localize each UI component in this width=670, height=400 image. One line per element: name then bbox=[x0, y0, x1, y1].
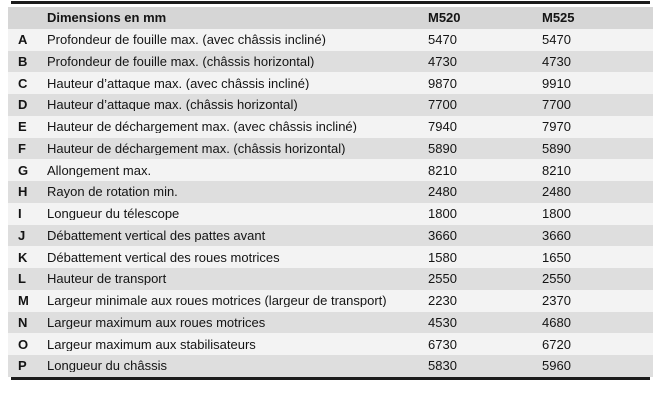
row-value-m520: 5890 bbox=[428, 141, 457, 155]
table-row: F Hauteur de déchargement max. (châssis h… bbox=[8, 137, 653, 160]
row-value-m520: 7940 bbox=[428, 120, 457, 134]
table-row: H Rayon de rotation min. 2480 2480 bbox=[8, 181, 653, 203]
row-value-m520: 1800 bbox=[428, 207, 457, 221]
table-row: O Largeur maximum aux stabilisateurs 6730 6… bbox=[8, 333, 653, 355]
table-row: J Débattement vertical des pattes avant 36… bbox=[8, 224, 653, 247]
row-label: Largeur maximum aux roues motrices bbox=[47, 315, 266, 329]
table-row: C Hauteur d’attaque max. (avec châssis in… bbox=[8, 72, 653, 94]
column-header-m520: M520 bbox=[428, 11, 461, 25]
row-letter: M bbox=[18, 294, 29, 308]
row-label: Hauteur d’attaque max. (châssis horizont… bbox=[47, 98, 298, 112]
row-value-m525: 4730 bbox=[542, 54, 571, 68]
table-row: I Longueur du télescope 1800 1800 bbox=[8, 202, 653, 225]
row-label: Hauteur de déchargement max. (avec châss… bbox=[47, 120, 357, 134]
row-label: Rayon de rotation min. bbox=[47, 185, 178, 199]
row-value-m525: 9910 bbox=[542, 76, 571, 90]
table-bottom-rule bbox=[11, 376, 650, 380]
row-value-m525: 2370 bbox=[542, 294, 571, 308]
row-letter: K bbox=[18, 250, 28, 264]
row-value-m525: 2480 bbox=[542, 185, 571, 199]
row-value-m520: 7700 bbox=[428, 98, 457, 112]
row-value-m520: 3660 bbox=[428, 228, 457, 242]
row-label: Débattement vertical des roues motrices bbox=[47, 250, 280, 264]
row-letter: G bbox=[18, 163, 29, 177]
row-label: Profondeur de fouille max. (châssis hori… bbox=[47, 54, 315, 68]
table-row: L Hauteur de transport 2550 2550 bbox=[8, 268, 653, 290]
row-letter: H bbox=[18, 185, 28, 199]
table-row: N Largeur maximum aux roues motrices 4530 4… bbox=[8, 311, 653, 334]
row-value-m525: 8210 bbox=[542, 163, 571, 177]
row-value-m520: 5470 bbox=[428, 33, 457, 47]
row-value-m525: 3660 bbox=[542, 228, 571, 242]
row-value-m520: 2230 bbox=[428, 294, 457, 308]
row-label: Hauteur de transport bbox=[47, 272, 167, 286]
row-letter: C bbox=[18, 76, 28, 90]
row-label: Profondeur de fouille max. (avec châssis… bbox=[47, 33, 326, 47]
row-label: Largeur maximum aux stabilisateurs bbox=[47, 337, 256, 351]
row-letter: O bbox=[18, 337, 29, 351]
row-letter: N bbox=[18, 315, 28, 329]
row-value-m520: 5830 bbox=[428, 359, 457, 373]
row-label: Longueur du châssis bbox=[47, 359, 167, 373]
table-row: M Largeur minimale aux roues motrices (la… bbox=[8, 289, 653, 312]
row-letter: A bbox=[18, 33, 28, 47]
row-label: Hauteur de déchargement max. (châssis ho… bbox=[47, 141, 346, 155]
row-letter: F bbox=[18, 141, 26, 155]
table-row: B Profondeur de fouille max. (châssis hor… bbox=[8, 50, 653, 73]
row-value-m525: 7970 bbox=[542, 120, 571, 134]
row-value-m520: 2480 bbox=[428, 185, 457, 199]
table-row: A Profondeur de fouille max. (avec châssi… bbox=[8, 28, 653, 51]
row-value-m525: 4680 bbox=[542, 315, 571, 329]
table-header-row: Dimensions en mm M520 M525 bbox=[8, 7, 653, 29]
row-value-m520: 9870 bbox=[428, 76, 457, 90]
row-letter: P bbox=[18, 359, 27, 373]
dimensions-table: Dimensions en mm M520 M525 A Profondeur d… bbox=[8, 0, 653, 380]
row-value-m520: 4530 bbox=[428, 315, 457, 329]
table-body: A Profondeur de fouille max. (avec châssi… bbox=[8, 28, 653, 377]
row-letter: D bbox=[18, 98, 28, 112]
row-label: Longueur du télescope bbox=[47, 207, 180, 221]
row-letter: B bbox=[18, 54, 28, 68]
table-row: K Débattement vertical des roues motrices… bbox=[8, 246, 653, 268]
table-row: D Hauteur d’attaque max. (châssis horizon… bbox=[8, 94, 653, 116]
row-value-m520: 6730 bbox=[428, 337, 457, 351]
row-label: Hauteur d’attaque max. (avec châssis inc… bbox=[47, 76, 310, 90]
row-letter: L bbox=[18, 272, 26, 286]
table-row: E Hauteur de déchargement max. (avec châs… bbox=[8, 115, 653, 138]
table-row: P Longueur du châssis 5830 5960 bbox=[8, 355, 653, 377]
row-value-m525: 6720 bbox=[542, 337, 571, 351]
row-label: Débattement vertical des pattes avant bbox=[47, 228, 266, 242]
row-value-m525: 7700 bbox=[542, 98, 571, 112]
column-header-dimensions: Dimensions en mm bbox=[47, 11, 167, 25]
row-value-m525: 1650 bbox=[542, 250, 571, 264]
row-value-m525: 5960 bbox=[542, 359, 571, 373]
row-label: Allongement max. bbox=[47, 163, 152, 177]
row-value-m520: 4730 bbox=[428, 54, 457, 68]
row-value-m525: 1800 bbox=[542, 207, 571, 221]
table-row: G Allongement max. 8210 8210 bbox=[8, 159, 653, 181]
row-letter: J bbox=[18, 228, 26, 242]
row-value-m520: 1580 bbox=[428, 250, 457, 264]
row-label: Largeur minimale aux roues motrices (lar… bbox=[47, 294, 387, 308]
row-value-m525: 5890 bbox=[542, 141, 571, 155]
table-top-rule bbox=[11, 1, 650, 4]
row-value-m520: 8210 bbox=[428, 163, 457, 177]
row-letter: E bbox=[18, 120, 27, 134]
row-value-m525: 2550 bbox=[542, 272, 571, 286]
row-value-m525: 5470 bbox=[542, 33, 571, 47]
row-letter: I bbox=[18, 207, 22, 221]
row-value-m520: 2550 bbox=[428, 272, 457, 286]
column-header-m525: M525 bbox=[542, 11, 575, 25]
